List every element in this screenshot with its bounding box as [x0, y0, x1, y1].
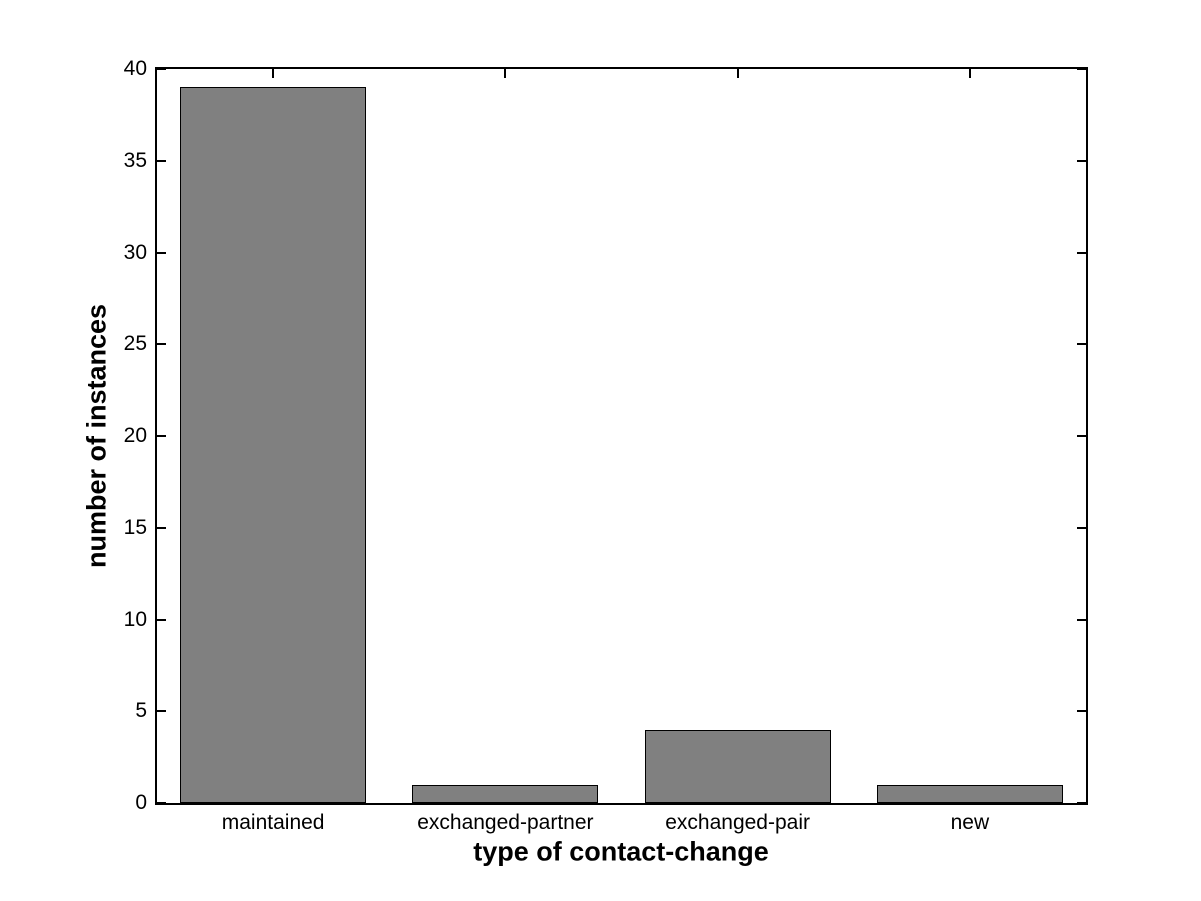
y-axis-left-tick — [157, 526, 166, 529]
y-axis-right-tick — [1077, 159, 1086, 162]
y-axis-right-tick — [1077, 618, 1086, 621]
y-axis-left-tick — [157, 68, 166, 70]
y-tick-label-5: 5 — [135, 699, 147, 723]
y-axis-left-tick — [157, 159, 166, 162]
x-axis-top-tick — [504, 69, 507, 78]
plot-area — [155, 67, 1088, 805]
bar-exchanged-partner — [412, 784, 599, 803]
bar-new — [876, 784, 1063, 803]
bar-exchanged-pair — [644, 729, 831, 803]
y-axis-left-tick — [157, 802, 166, 804]
x-tick-label-exchanged-partner: exchanged-partner — [417, 811, 594, 834]
y-axis-right-tick — [1077, 68, 1086, 70]
y-tick-label-40: 40 — [123, 57, 147, 80]
x-tick-label-new: new — [950, 811, 990, 834]
y-tick-label-25: 25 — [123, 332, 147, 356]
bar-maintained — [180, 87, 367, 803]
x-axis-title: type of contact-change — [473, 836, 769, 867]
y-tick-label-15: 15 — [123, 515, 147, 539]
y-tick-label-30: 30 — [123, 240, 147, 264]
y-axis-right-tick — [1077, 251, 1086, 254]
x-axis-top-tick — [736, 69, 739, 78]
y-axis-left-tick — [157, 710, 166, 713]
x-tick-label-exchanged-pair: exchanged-pair — [665, 811, 810, 834]
y-axis-right-tick — [1077, 710, 1086, 713]
y-tick-label-0: 0 — [135, 791, 147, 814]
x-tick-label-maintained: maintained — [221, 811, 325, 834]
y-axis-left-tick — [157, 618, 166, 621]
x-axis-top-tick — [968, 69, 971, 78]
y-axis-right-tick — [1077, 802, 1086, 804]
y-axis-right-tick — [1077, 343, 1086, 346]
y-tick-label-10: 10 — [123, 607, 147, 631]
y-axis-right-tick — [1077, 435, 1086, 437]
y-tick-label-20: 20 — [123, 424, 147, 447]
y-axis-right-tick — [1077, 526, 1086, 529]
x-axis-top-tick — [272, 69, 275, 78]
y-axis-left-tick — [157, 435, 166, 437]
y-axis-left-tick — [157, 251, 166, 254]
y-tick-label-35: 35 — [123, 148, 147, 172]
y-axis-left-tick — [157, 343, 166, 346]
